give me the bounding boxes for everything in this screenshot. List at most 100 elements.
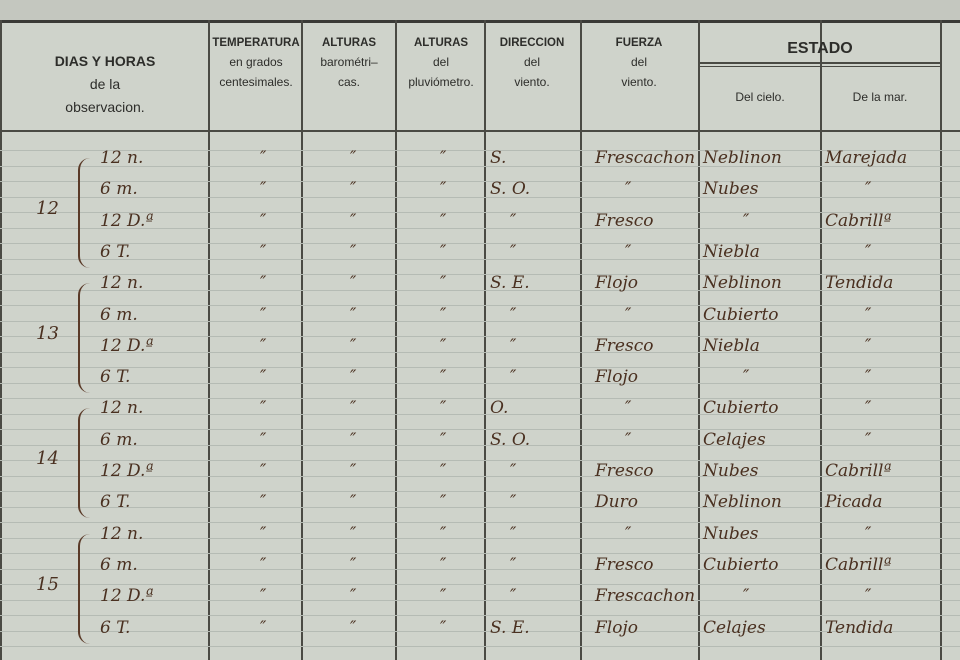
day-brace (78, 408, 94, 519)
header-del-cielo: Del cielo. (735, 90, 785, 104)
ruled-line (0, 568, 960, 570)
ruled-line (0, 491, 960, 492)
mar-cell: Cabrillª (825, 210, 892, 231)
temp-cell: ″ (260, 617, 267, 638)
cielo-cell: Nubes (703, 523, 759, 544)
column-rule (395, 20, 397, 660)
column-rule (301, 20, 303, 660)
header-pluvio-title: ALTURAS (413, 37, 469, 49)
hour-cell: 6 T. (100, 367, 131, 388)
dir-cell: S. O. (490, 179, 531, 200)
day-number: 15 (36, 573, 59, 595)
mar-cell: Cabrillª (825, 554, 892, 575)
mar-cell: ″ (865, 179, 872, 200)
pluvio-cell: ″ (440, 523, 447, 544)
cielo-cell: Celajes (703, 429, 766, 450)
mar-cell: ″ (865, 429, 872, 450)
fuerza-cell: Fresco (595, 554, 654, 575)
dir-cell: S. O. (490, 429, 531, 450)
temp-cell: ″ (260, 523, 267, 544)
dir-cell: ″ (510, 335, 517, 356)
cielo-cell: Niebla (703, 241, 760, 262)
day-brace (78, 533, 94, 644)
mar-cell: ″ (865, 523, 872, 544)
fuerza-cell: Fresco (595, 461, 654, 481)
pluvio-cell: ″ (440, 367, 447, 388)
baro-cell: ″ (350, 304, 357, 325)
header-fuerza-line3: viento. (621, 74, 657, 89)
dir-cell: ″ (510, 492, 517, 513)
ruled-line (0, 646, 960, 647)
dir-cell: S. E. (490, 617, 530, 638)
hour-cell: 6 m. (100, 179, 138, 200)
dir-cell: O. (490, 398, 509, 419)
hour-cell: 12 n. (100, 523, 144, 544)
mar-cell: Tendida (825, 617, 894, 638)
baro-cell: ″ (350, 179, 357, 200)
fuerza-cell: Fresco (595, 335, 654, 356)
temp-cell: ″ (260, 304, 267, 325)
estado-divider (700, 62, 940, 64)
cielo-cell: Nubes (703, 179, 759, 200)
pluvio-cell: ″ (440, 210, 447, 231)
temp-cell: ″ (260, 367, 267, 388)
ruled-line (0, 243, 960, 244)
temp-cell: ″ (260, 461, 267, 481)
pluvio-cell: ″ (440, 492, 447, 513)
baro-cell: ″ (350, 367, 357, 388)
cielo-cell: Cubierto (703, 554, 779, 575)
header-baro-line3: cas. (337, 74, 360, 89)
cielo-cell: ″ (743, 210, 750, 231)
header-direccion-title: DIRECCION (499, 37, 565, 49)
header-bottom-rule (0, 130, 960, 132)
cielo-cell: ″ (743, 367, 750, 388)
temp-cell: ″ (260, 335, 267, 356)
page-top-edge (0, 0, 960, 23)
fuerza-cell: ″ (625, 429, 632, 450)
ruled-line (0, 553, 960, 554)
cielo-cell: Neblinon (703, 148, 782, 168)
header-dias-line3: observacion. (65, 99, 145, 116)
ruled-line (0, 351, 960, 353)
pluvio-cell: ″ (440, 179, 447, 200)
cielo-cell: Neblinon (703, 492, 782, 513)
hour-cell: 6 m. (100, 429, 138, 450)
ruled-line (0, 305, 960, 306)
pluvio-cell: ″ (440, 273, 447, 294)
fuerza-cell: Duro (595, 492, 638, 513)
ruled-line (0, 506, 960, 508)
temp-cell: ″ (260, 179, 267, 200)
ruled-line (0, 367, 960, 368)
column-rule (940, 20, 942, 660)
hour-cell: 12 D.ª (100, 461, 154, 481)
fuerza-cell: ″ (625, 304, 632, 325)
fuerza-cell: Flojo (595, 367, 638, 388)
day-number: 13 (36, 323, 59, 345)
baro-cell: ″ (350, 586, 357, 607)
temp-cell: ″ (260, 241, 267, 262)
dir-cell: ″ (510, 367, 517, 388)
ruled-line (0, 429, 960, 430)
cielo-cell: Niebla (703, 335, 760, 356)
ruled-line (0, 584, 960, 585)
temp-cell: ″ (260, 554, 267, 575)
header-fuerza-title: FUERZA (615, 37, 663, 49)
header-baro-title: ALTURAS (321, 37, 377, 49)
pluvio-cell: ″ (440, 304, 447, 325)
ruled-line (0, 630, 960, 632)
column-rule (820, 20, 822, 660)
estado-divider-2 (700, 66, 940, 67)
header-temperatura-line3: centesimales. (219, 74, 293, 89)
column-rule (0, 20, 2, 660)
baro-cell: ″ (350, 492, 357, 513)
dir-cell: ″ (510, 523, 517, 544)
fuerza-cell: ″ (625, 523, 632, 544)
cielo-cell: ″ (743, 586, 750, 607)
ruled-line (0, 599, 960, 601)
hour-cell: 12 D.ª (100, 335, 154, 356)
temp-cell: ″ (260, 273, 267, 294)
header-fuerza-line2: del (630, 54, 647, 69)
hour-cell: 12 n. (100, 273, 144, 294)
fuerza-cell: ″ (625, 179, 632, 200)
dir-cell: ″ (510, 241, 517, 262)
